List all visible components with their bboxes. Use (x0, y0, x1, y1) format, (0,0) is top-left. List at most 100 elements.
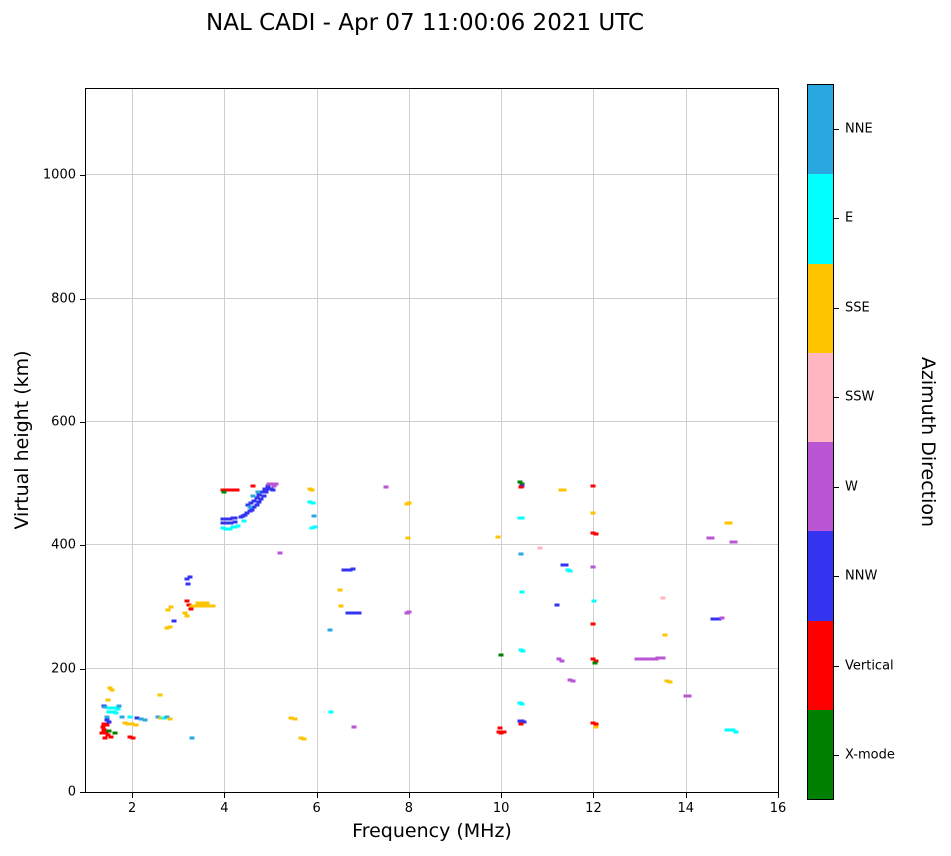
data-point (199, 601, 205, 605)
data-point (327, 628, 333, 632)
gridline-x-12 (593, 89, 595, 792)
data-point (102, 705, 108, 709)
data-point (406, 610, 412, 614)
data-point (724, 728, 730, 732)
data-point (269, 482, 275, 486)
data-point (517, 516, 523, 520)
x-tick-16 (778, 793, 779, 798)
data-point (337, 588, 343, 592)
data-point (733, 730, 739, 734)
colorbar-segment-E (808, 174, 833, 264)
data-point (537, 546, 543, 550)
data-point (134, 716, 140, 720)
y-tick-label-400: 400 (51, 537, 76, 553)
data-point (593, 722, 599, 726)
data-point (249, 508, 255, 512)
data-point (250, 484, 256, 488)
colorbar-tick-SSE (834, 307, 839, 309)
data-point (590, 565, 596, 569)
colorbar-tick-X-mode (834, 755, 839, 757)
data-point (103, 731, 109, 735)
data-point (732, 540, 738, 544)
data-point (590, 622, 596, 626)
data-point (518, 722, 524, 726)
data-point (182, 611, 188, 615)
colorbar (807, 84, 834, 800)
data-point (165, 608, 171, 612)
colorbar-label-SSE: SSE (845, 300, 870, 316)
data-point (129, 722, 135, 726)
data-point (221, 490, 227, 494)
data-point (567, 678, 573, 682)
data-point (113, 711, 119, 715)
data-point (729, 540, 735, 544)
data-point (405, 536, 411, 540)
data-point (106, 729, 112, 733)
data-point (244, 511, 250, 515)
gridline-x-2 (132, 89, 134, 792)
data-point (254, 496, 260, 500)
data-point (184, 614, 190, 618)
data-point (406, 501, 412, 505)
data-point (554, 603, 560, 607)
gridline-x-6 (316, 89, 318, 792)
data-point (108, 735, 114, 738)
data-point (273, 482, 279, 486)
data-point (667, 680, 673, 684)
data-point (130, 736, 136, 740)
data-point (171, 619, 177, 623)
data-point (660, 656, 666, 660)
data-point (683, 694, 689, 698)
data-point (497, 726, 503, 730)
data-point (106, 720, 112, 724)
data-point (592, 661, 598, 664)
colorbar-tick-Vertical (834, 665, 839, 667)
gridline-x-8 (408, 89, 410, 792)
data-point (256, 493, 262, 497)
gridline-x-14 (685, 89, 687, 792)
x-tick-14 (685, 793, 687, 798)
x-tick-label-12: 12 (585, 801, 602, 816)
data-point (254, 503, 260, 507)
colorbar-label-NNE: NNE (845, 121, 873, 137)
data-point (344, 568, 350, 572)
data-point (559, 659, 565, 663)
gridline-x-10 (501, 89, 503, 792)
data-point (230, 525, 236, 529)
colorbar-segment-NNW (808, 531, 833, 621)
data-point (164, 626, 170, 630)
x-tick-10 (501, 793, 503, 798)
colorbar-axis-label: Azimuth Direction (917, 356, 939, 528)
data-point (116, 704, 122, 708)
data-point (102, 736, 108, 740)
data-point (517, 480, 523, 484)
data-point (312, 525, 318, 529)
data-point (266, 482, 272, 486)
data-point (495, 535, 501, 539)
data-point (706, 536, 712, 540)
data-point (713, 617, 719, 621)
data-point (228, 521, 234, 525)
data-point (309, 488, 315, 492)
data-point (383, 485, 389, 489)
y-tick-200 (80, 668, 85, 670)
data-point (724, 521, 730, 525)
data-point (268, 487, 274, 491)
x-axis-label: Frequency (MHz) (352, 820, 512, 842)
y-tick-800 (80, 298, 85, 300)
data-point (189, 736, 195, 740)
x-tick-label-6: 6 (312, 801, 321, 816)
data-point (727, 521, 733, 525)
data-point (248, 501, 254, 505)
data-point (258, 497, 264, 501)
data-point (115, 707, 121, 711)
data-point (498, 653, 504, 657)
data-point (112, 731, 118, 735)
colorbar-label-Vertical: Vertical (845, 658, 894, 674)
gridline-x-4 (224, 89, 226, 792)
data-point (288, 716, 294, 720)
colorbar-segment-NNE (808, 85, 833, 175)
colorbar-tick-NNE (834, 128, 839, 130)
plot-area: 2 4 6 8 10 12 14 16 0 200 400 600 800 1000 (43, 88, 786, 816)
data-point (350, 567, 356, 571)
